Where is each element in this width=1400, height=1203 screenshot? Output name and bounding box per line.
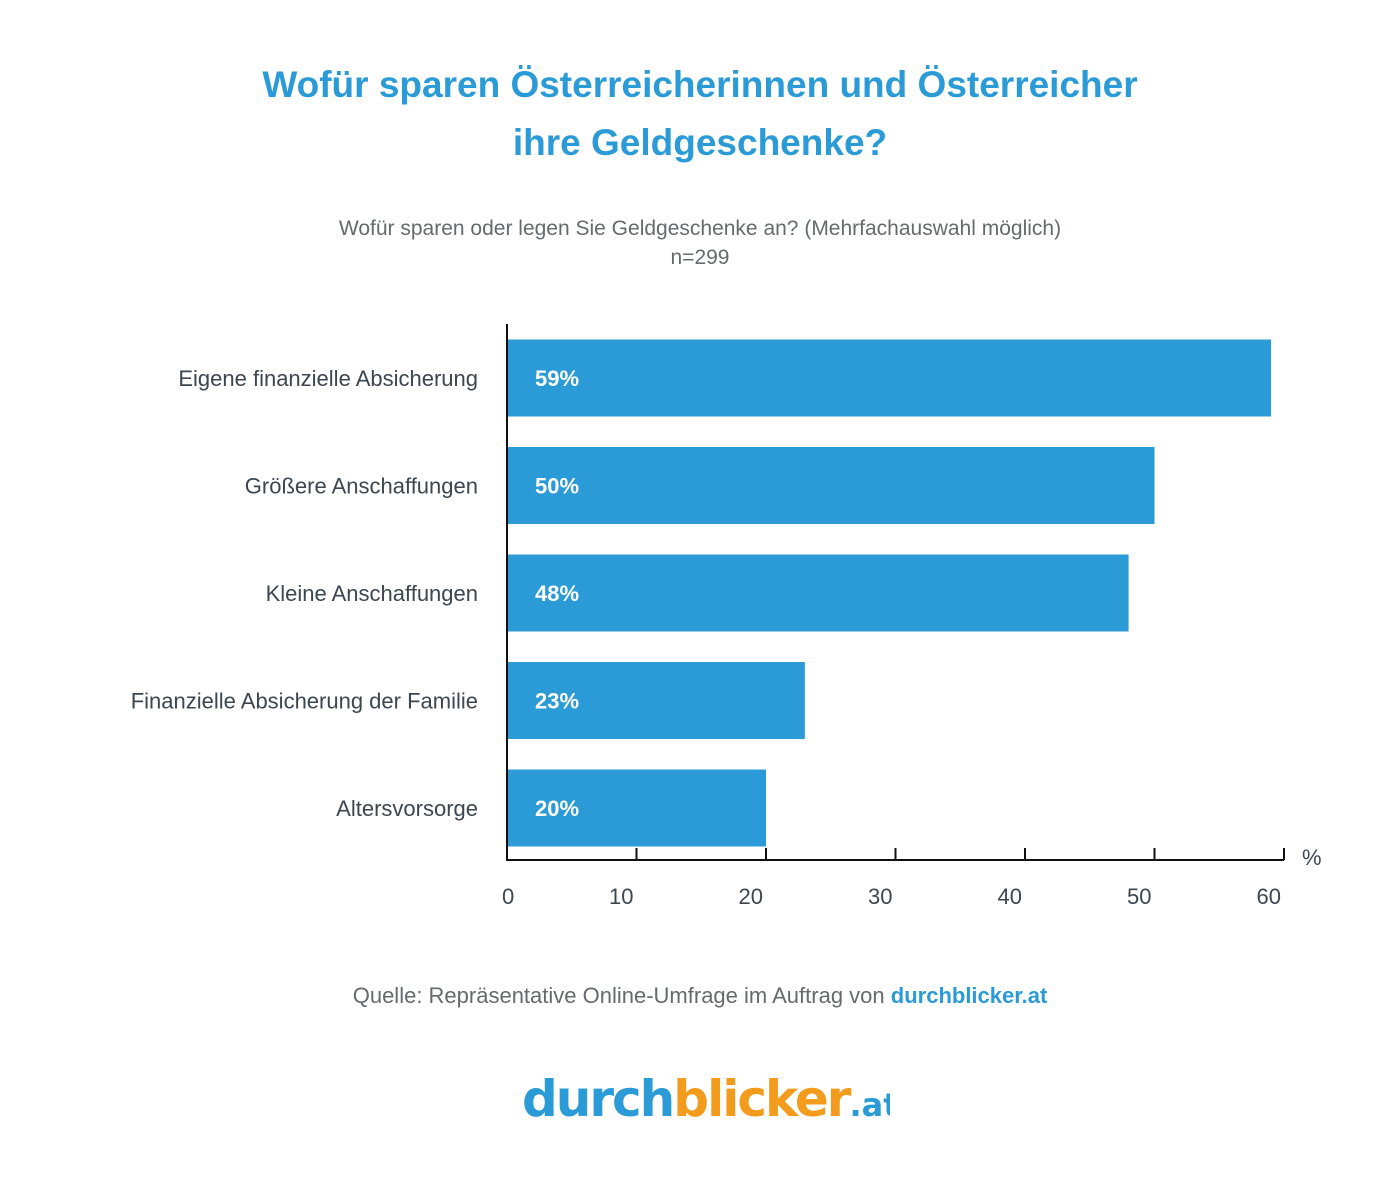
data-label: 50% [535, 474, 579, 499]
category-label: Finanzielle Absicherung der Familie [131, 689, 478, 714]
chart-title: Wofür sparen Österreicherinnen und Öster… [0, 56, 1400, 172]
bar [507, 339, 1272, 417]
bar [507, 447, 1155, 524]
x-tick-label: 0 [502, 884, 514, 909]
survey-question: Wofür sparen oder legen Sie Geldgeschenk… [338, 217, 1062, 240]
chart-subtitle: Wofür sparen oder legen Sie Geldgeschenk… [0, 214, 1400, 272]
bar [507, 554, 1129, 632]
svg-text:durchblicker.at: durchblicker.at [522, 1070, 890, 1128]
chart-title-line-2: ihre Geldgeschenke? [512, 122, 888, 163]
x-tick-label: 50 [1127, 884, 1151, 909]
data-label: 23% [535, 689, 579, 714]
x-axis-unit-label: % [1302, 845, 1322, 870]
logo-part-at: .at [849, 1086, 890, 1124]
bar-chart: Eigene finanzielle Absicherung 59% Größere… [131, 324, 1322, 909]
source-note: Quelle: Repräsentative Online-Umfrage im… [0, 983, 1400, 1009]
logo-part-blicker: blicker [673, 1070, 852, 1128]
category-label: Größere Anschaffungen [245, 474, 478, 499]
bar [507, 769, 766, 847]
data-label: 59% [535, 366, 579, 391]
x-tick-label: 20 [739, 884, 763, 909]
durchblicker-logo[interactable]: durchblicker.at [520, 1068, 890, 1138]
category-label: Kleine Anschaffungen [266, 581, 478, 606]
sample-size: n=299 [670, 246, 730, 269]
source-brand-link[interactable]: durchblicker.at [890, 983, 1048, 1008]
category-label: Eigene finanzielle Absicherung [178, 366, 478, 391]
category-label: Altersvorsorge [336, 796, 478, 821]
chart-title-line-1: Wofür sparen Österreicherinnen und Öster… [262, 64, 1138, 105]
data-label: 48% [535, 581, 579, 606]
data-label: 20% [535, 796, 579, 821]
x-tick-label: 60 [1257, 884, 1281, 909]
bar [507, 662, 805, 739]
x-tick-label: 30 [868, 884, 892, 909]
logo-part-durch: durch [522, 1070, 673, 1128]
x-tick-label: 40 [998, 884, 1022, 909]
source-prefix: Quelle: Repräsentative Online-Umfrage im… [352, 983, 891, 1008]
x-tick-label: 10 [609, 884, 633, 909]
